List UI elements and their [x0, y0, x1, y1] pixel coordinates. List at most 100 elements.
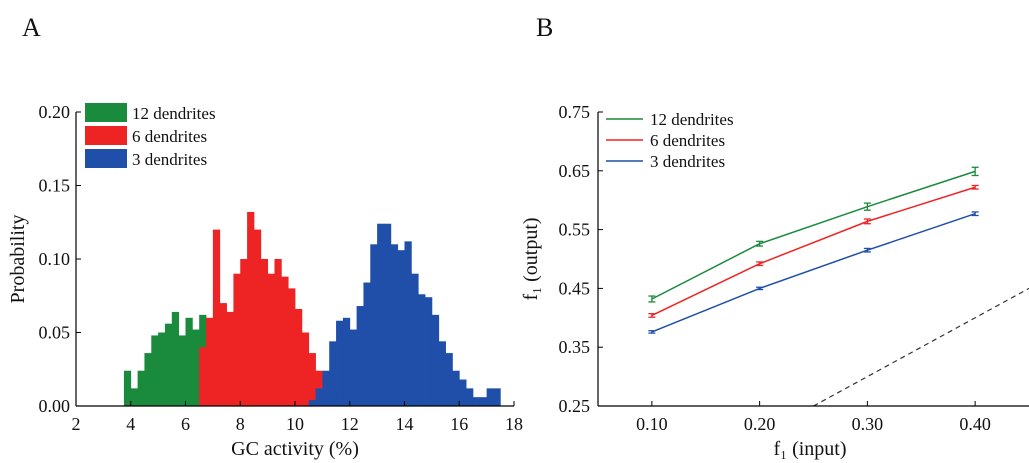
- x-tick-label: 10: [286, 414, 304, 434]
- histogram-bar: [192, 329, 200, 406]
- histogram-bar: [253, 229, 262, 406]
- histogram-bar: [329, 341, 337, 406]
- y-tick-label: 0.05: [39, 323, 71, 343]
- histogram-bar: [459, 379, 467, 406]
- x-tick-label: 0.10: [636, 414, 668, 434]
- y-tick-label: 0.20: [39, 102, 71, 122]
- x-tick-label: 0.40: [959, 414, 991, 434]
- histogram-bar: [486, 388, 494, 406]
- histogram-bar: [281, 276, 289, 406]
- identity-reference-line: [813, 287, 1029, 406]
- y-tick-label: 0.65: [559, 161, 591, 181]
- x-tick-label: 2: [72, 414, 81, 434]
- y-axis-title: f₁ (output): [520, 217, 542, 300]
- histogram-bar: [472, 397, 481, 406]
- histogram-bar: [267, 273, 275, 406]
- y-tick-label: 0.15: [39, 176, 71, 196]
- x-tick-label: 14: [396, 414, 414, 434]
- histogram-bar: [349, 329, 357, 406]
- y-tick-label: 0.55: [559, 220, 591, 240]
- histogram-bar: [418, 294, 426, 406]
- histogram-bar: [274, 259, 282, 406]
- histogram-bar: [240, 259, 248, 406]
- x-tick-label: 16: [450, 414, 468, 434]
- histogram-bar: [370, 244, 378, 406]
- histogram-bar: [130, 388, 138, 406]
- histogram-bar: [171, 311, 180, 406]
- histogram-bar: [383, 223, 392, 406]
- y-axis-title: Probability: [7, 215, 29, 304]
- histogram-bar: [479, 397, 488, 406]
- histogram-bar: [431, 314, 440, 406]
- x-tick-label: 4: [126, 414, 135, 434]
- x-axis-title: f₁ (input): [773, 438, 846, 460]
- y-tick-label: 0.10: [39, 249, 71, 269]
- histogram-bar: [315, 388, 323, 406]
- histogram-bar: [247, 211, 255, 406]
- series-line: [651, 170, 976, 300]
- legend-label: 12 dendrites: [650, 110, 734, 129]
- histogram-bar: [199, 347, 207, 406]
- legend-label: 12 dendrites: [132, 104, 216, 123]
- histogram-bar: [404, 241, 412, 406]
- histogram-bar: [322, 370, 330, 406]
- histogram-bar: [151, 335, 159, 406]
- x-tick-label: 6: [181, 414, 190, 434]
- x-axis-title: GC activity (%): [231, 438, 359, 460]
- line-chart: 0.10 0.20 0.30 0.40 0.25 0.35 0.45 0.55 0.65 0.75…: [520, 102, 1029, 460]
- y-tick-label: 0.45: [559, 278, 591, 298]
- series-line: [651, 186, 976, 317]
- histogram-bar: [260, 259, 269, 406]
- histogram-bar: [288, 288, 296, 406]
- histogram-bar: [144, 353, 152, 406]
- histogram-bar: [185, 317, 193, 406]
- histogram-bar: [425, 297, 433, 406]
- histogram-bar: [363, 282, 371, 406]
- histogram-bar: [411, 273, 419, 406]
- histogram-bar: [158, 332, 166, 406]
- histogram-bar: [295, 308, 303, 406]
- histogram-bar: [212, 229, 221, 406]
- histogram-bar: [226, 311, 234, 406]
- histogram-bar: [390, 244, 399, 406]
- histogram-bar: [233, 273, 241, 406]
- x-tick-label: 8: [236, 414, 245, 434]
- x-tick-label: 0.30: [852, 414, 884, 434]
- histogram-bar: [137, 370, 145, 406]
- histogram-bar: [206, 317, 214, 406]
- y-tick-label: 0.35: [559, 337, 591, 357]
- histogram-bar: [219, 303, 227, 406]
- histogram-bar: [397, 250, 405, 406]
- panel-label-b: B: [536, 13, 553, 42]
- x-tick-label: 12: [341, 414, 359, 434]
- histogram-bar: [452, 370, 460, 406]
- histogram-bar: [342, 317, 351, 406]
- y-tick-label: 0.00: [39, 396, 71, 416]
- y-tick-label: 0.75: [559, 102, 591, 122]
- histogram-bar: [308, 400, 316, 406]
- legend-swatch: [85, 103, 127, 122]
- histogram-bar: [336, 320, 344, 406]
- histogram-bar: [308, 353, 316, 406]
- x-tick-label: 18: [505, 414, 523, 434]
- legend-swatch: [85, 149, 127, 168]
- histogram-bar: [377, 223, 385, 406]
- histogram-bar: [356, 306, 364, 406]
- x-tick-label: 0.20: [744, 414, 776, 434]
- histogram-bar: [164, 323, 173, 406]
- histogram-bar: [178, 335, 186, 406]
- legend-label: 6 dendrites: [132, 127, 207, 146]
- histogram-bar: [438, 341, 446, 406]
- histogram-bar: [123, 370, 132, 406]
- histogram-bar: [493, 388, 501, 406]
- histogram-bar: [445, 353, 453, 406]
- series-line: [651, 213, 976, 333]
- legend-swatch: [85, 126, 127, 145]
- histogram-chart: 2 4 6 8 10 12 14 16 18 0.00 0.05 0.10 0.15 0.20 GC act…: [7, 102, 523, 460]
- legend-label: 6 dendrites: [650, 131, 725, 150]
- histogram-bar: [466, 388, 474, 406]
- legend-label: 3 dendrites: [132, 150, 207, 169]
- panel-label-a: A: [22, 13, 41, 42]
- legend-label: 3 dendrites: [650, 152, 725, 171]
